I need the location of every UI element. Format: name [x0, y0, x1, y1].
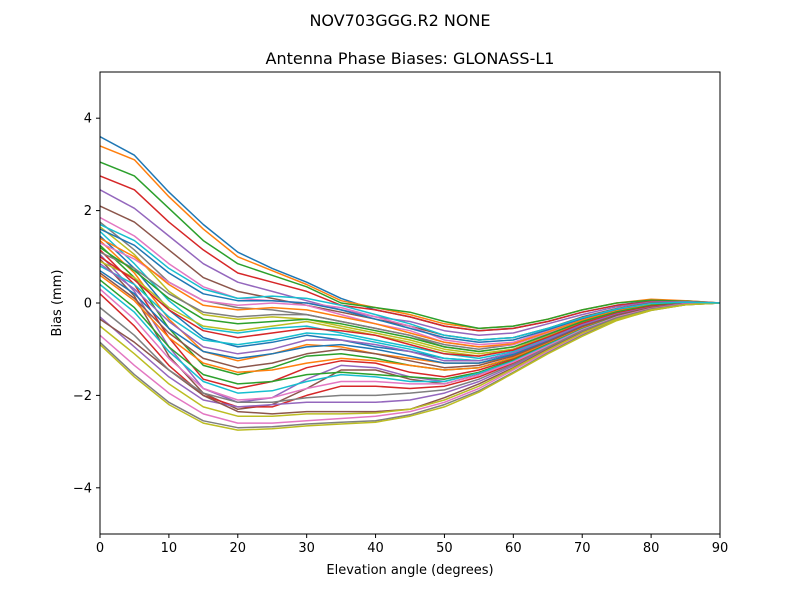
y-axis-label: Bias (mm): [50, 270, 65, 337]
series-line-7: [100, 216, 720, 346]
series-line-2: [100, 145, 720, 330]
x-tick-label: 50: [436, 541, 453, 556]
series-line-35: [100, 263, 720, 362]
x-tick-label: 20: [230, 541, 247, 556]
y-tick-label: −2: [73, 389, 92, 404]
x-tick-label: 0: [96, 541, 104, 556]
x-tick-label: 80: [643, 541, 660, 556]
y-axis: −4 −2 0 2 4: [73, 112, 100, 496]
plot-frame: [99, 71, 721, 535]
series-line-38: [100, 302, 720, 404]
series-line-17: [100, 242, 720, 348]
series-line-34: [100, 256, 720, 357]
x-tick-label: 70: [574, 541, 591, 556]
series-line-3: [100, 161, 720, 330]
series-line-33: [100, 246, 720, 353]
x-tick-label: 40: [367, 541, 384, 556]
x-axis-label: Elevation angle (degrees): [326, 563, 493, 578]
x-tick-label: 10: [161, 541, 178, 556]
series-layer: [100, 136, 720, 431]
series-line-39: [100, 302, 720, 417]
y-tick-label: 0: [84, 297, 92, 312]
figure-suptitle: NOV703GGG.R2 NONE: [309, 11, 490, 30]
x-tick-label: 30: [298, 541, 315, 556]
series-line-5: [100, 189, 720, 337]
chart-title: Antenna Phase Biases: GLONASS-L1: [266, 49, 555, 68]
series-line-29: [100, 302, 720, 431]
x-tick-label: 90: [712, 541, 729, 556]
series-line-36: [100, 272, 720, 369]
x-axis: 0 10 20 30 40 50 60 70 80 90: [96, 534, 728, 556]
series-line-40: [100, 223, 720, 341]
y-tick-label: −4: [73, 481, 92, 496]
y-tick-label: 2: [84, 204, 92, 219]
y-tick-label: 4: [84, 112, 92, 127]
x-tick-label: 60: [505, 541, 522, 556]
series-line-32: [100, 237, 720, 348]
series-line-4: [100, 175, 720, 332]
series-line-37: [100, 288, 720, 401]
